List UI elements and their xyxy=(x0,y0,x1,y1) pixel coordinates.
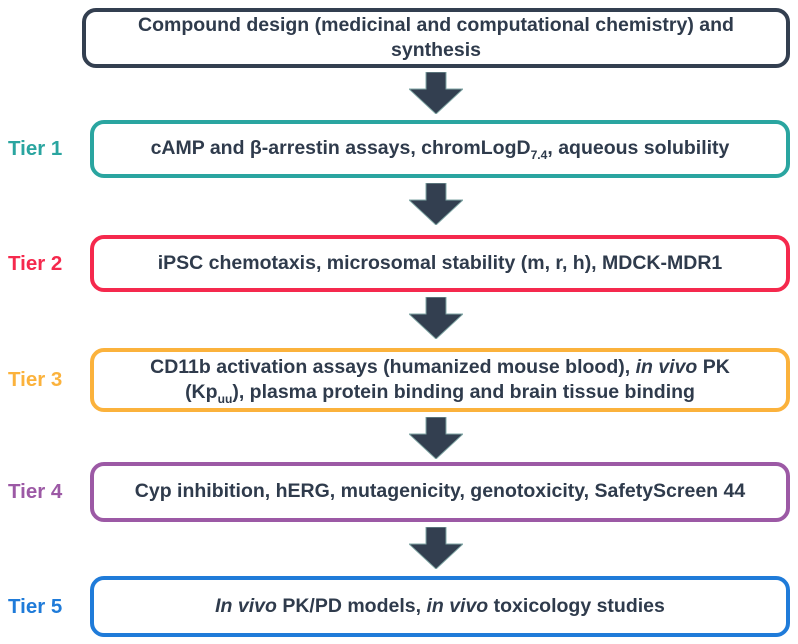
tier-3-text: CD11b activation assays (humanized mouse… xyxy=(150,355,730,406)
tier-3-label: Tier 3 xyxy=(8,368,63,391)
down-arrow-icon xyxy=(409,183,463,225)
tier-5-text: In vivo PK/PD models, in vivo toxicology… xyxy=(215,594,665,617)
down-arrow-icon xyxy=(409,527,463,569)
down-arrow-shape xyxy=(409,72,463,114)
tier-2-label: Tier 2 xyxy=(8,251,63,275)
tier-4-label: Tier 4 xyxy=(8,480,63,503)
compound-design-text: Compound design (medicinal and computati… xyxy=(138,13,734,61)
down-arrow-shape xyxy=(409,527,463,569)
tier-2-text: iPSC chemotaxis, microsomal stability (m… xyxy=(157,251,723,274)
tier-1-box: cAMP and β-arrestin assays, chromLogD7.4… xyxy=(90,120,790,178)
compound-design-box: Compound design (medicinal and computati… xyxy=(82,8,790,68)
down-arrow-icon xyxy=(409,72,463,114)
tier-2-box: iPSC chemotaxis, microsomal stability (m… xyxy=(90,235,790,292)
down-arrow-shape xyxy=(409,417,463,459)
tier-1-label: Tier 1 xyxy=(8,137,63,160)
down-arrow-icon xyxy=(409,417,463,459)
tier-4-box: Cyp inhibition, hERG, mutagenicity, geno… xyxy=(90,462,790,522)
down-arrow-icon xyxy=(409,297,463,339)
tier-4-text: Cyp inhibition, hERG, mutagenicity, geno… xyxy=(134,480,746,503)
down-arrow-shape xyxy=(409,183,463,225)
tier-5-label: Tier 5 xyxy=(8,594,63,618)
tier-1-text: cAMP and β-arrestin assays, chromLogD7.4… xyxy=(150,137,730,163)
tier-5-box: In vivo PK/PD models, in vivo toxicology… xyxy=(90,576,790,637)
tier-3-box: CD11b activation assays (humanized mouse… xyxy=(90,348,790,412)
down-arrow-shape xyxy=(409,297,463,339)
